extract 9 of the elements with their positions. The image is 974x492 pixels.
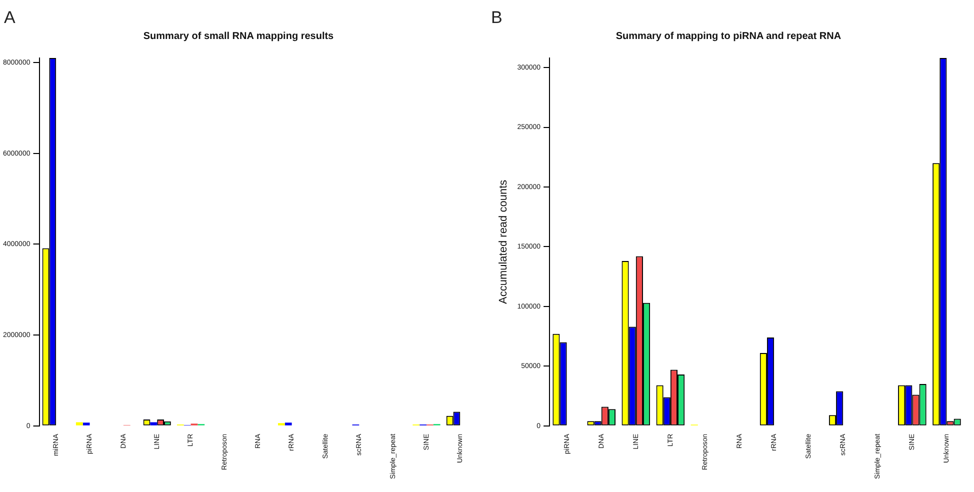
text: A [4,8,16,28]
bar [150,422,158,426]
text: B [491,8,502,28]
y-axis-title: Accumulated read counts [498,179,510,304]
bar [76,422,83,426]
bar [82,422,90,426]
chart-title: Summary of small RNA mapping results [143,30,334,42]
chart-title: Summary of mapping to piRNA and repeat RNA [616,30,842,42]
bar [284,422,292,426]
